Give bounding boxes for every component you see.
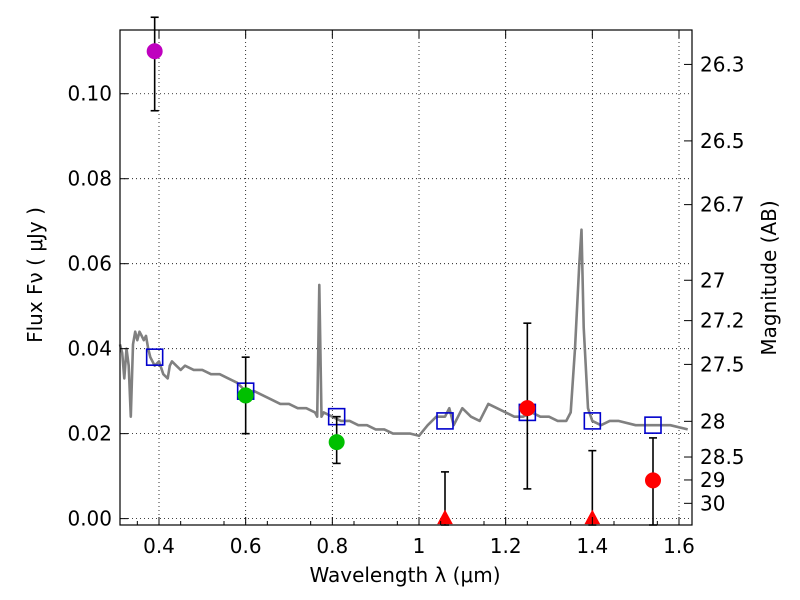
x-tick-label: 0.4 [143, 534, 175, 558]
magnitude-tick-label: 29 [700, 468, 725, 492]
magnitude-tick-label: 26.5 [700, 129, 745, 153]
photometry-markers [145, 16, 662, 526]
y-tick-label: 0.04 [67, 337, 112, 361]
x-tick-label: 1.6 [663, 534, 695, 558]
magnitude-tick-label: 27.5 [700, 352, 745, 376]
y-tick-label: 0.00 [67, 507, 112, 531]
magnitude-tick-label: 27.2 [700, 309, 745, 333]
observed-point [645, 472, 661, 489]
y-tick-label: 0.02 [67, 422, 112, 446]
magnitude-tick-label: 28.5 [700, 445, 745, 469]
x-tick-label: 1.2 [490, 534, 522, 558]
x-tick-label: 0.6 [230, 534, 262, 558]
magnitude-tick-label: 27 [700, 268, 725, 292]
model-photometry-square [145, 348, 164, 366]
y-axis-label: Flux Fν ( μJy ) [23, 207, 47, 343]
y-tick-label: 0.06 [67, 252, 112, 276]
grid-lines [120, 30, 692, 525]
y-tick-label: 0.10 [67, 82, 112, 106]
magnitude-tick-label: 26.7 [700, 193, 745, 217]
observed-point [328, 434, 345, 451]
magnitude-tick-label: 30 [700, 491, 725, 515]
plot-frame [119, 29, 693, 526]
observed-point [146, 43, 163, 60]
sed-model-line [118, 228, 689, 438]
observed-point [519, 400, 536, 417]
sed-model-polyline [118, 228, 689, 438]
model-photometry-square [644, 416, 662, 434]
model-photometry-square [436, 412, 454, 430]
x-tick-label: 1 [413, 534, 426, 558]
axis-ticks: 0.4 0.6 0.8 1 1.2 1.4 1.6 0.00 0.02 0.04 0.06 0.08 0… [67, 30, 745, 558]
y-tick-label: 0.08 [67, 167, 112, 191]
model-photometry-square [583, 412, 602, 430]
upper-limit-triangle [437, 509, 453, 525]
magnitude-tick-label: 28 [700, 409, 725, 433]
x-axis-label: Wavelength λ (μm) [309, 563, 500, 587]
x-tick-label: 1.4 [576, 534, 608, 558]
magnitude-tick-label: 26.3 [700, 52, 745, 76]
y-axis-right-label: Magnitude (AB) [757, 200, 781, 355]
observed-point [237, 387, 254, 404]
x-tick-label: 0.8 [316, 534, 348, 558]
